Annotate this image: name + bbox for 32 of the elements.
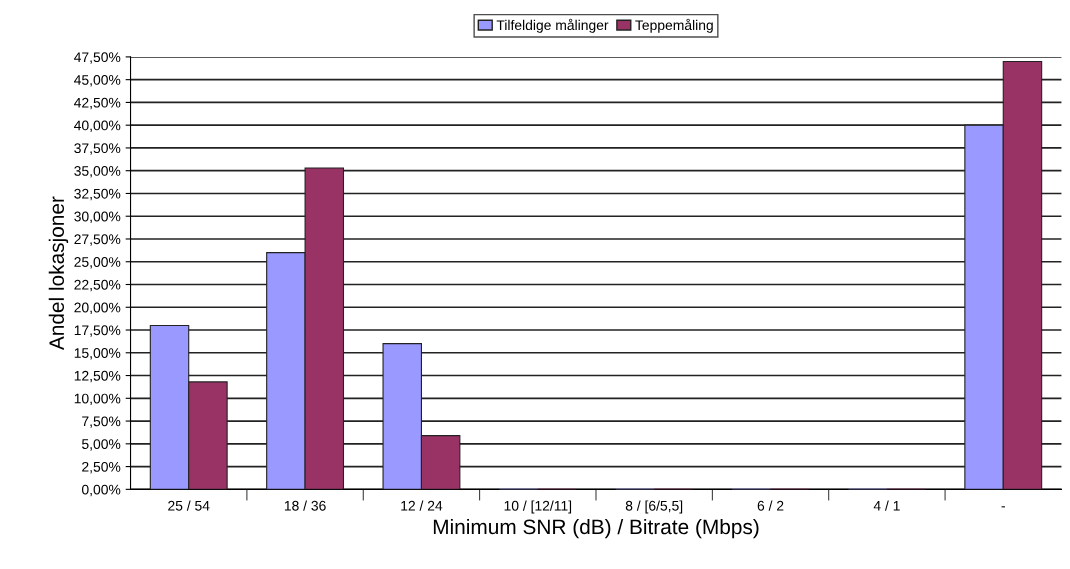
y-tick-label: 7,50%: [82, 416, 121, 428]
y-axis-title: Andel lokasjoner: [48, 196, 69, 351]
y-tick-label: 42,50%: [74, 97, 121, 110]
y-tick-label: 37,50%: [74, 143, 121, 155]
x-tick-label: 18 / 36: [284, 500, 326, 511]
x-tick-label: 6 / 2: [757, 500, 784, 511]
y-tick-label: 5,00%: [81, 439, 121, 451]
y-tick-label: 0,00%: [81, 484, 121, 497]
y-tick-label: 32,50%: [74, 188, 121, 201]
y-tick-label: 10,00%: [74, 393, 121, 406]
y-tick-label: 12,50%: [74, 370, 121, 383]
y-tick-label: 25,00%: [74, 257, 121, 269]
y-tick-label: 27,50%: [74, 234, 121, 246]
y-tick-label: 40,00%: [74, 120, 121, 132]
x-tick-label: 8 / [6/5,5]: [625, 500, 683, 514]
y-tick-label: 45,00%: [74, 74, 121, 87]
y-tick-label: 15,00%: [74, 348, 121, 360]
x-axis-title: Minimum SNR (dB) / Bitrate (Mbps): [433, 518, 759, 539]
x-tick-label: 12 / 24: [401, 500, 443, 511]
x-tick-label: 4 / 1: [873, 500, 900, 511]
y-tick-label: 17,50%: [74, 325, 121, 337]
legend-label: Tilfeldige målinger: [496, 18, 609, 33]
y-tick-label: 22,50%: [74, 279, 121, 292]
legend-label: Teppemåling: [635, 18, 713, 33]
y-tick-label: 35,00%: [74, 166, 121, 178]
y-tick-label: 47,50%: [74, 52, 121, 64]
x-tick-label: 10 / [12/11]: [504, 500, 572, 514]
y-tick-label: 30,00%: [74, 211, 121, 224]
x-tick-label: 25 / 54: [168, 500, 210, 511]
y-tick-label: 20,00%: [74, 302, 121, 315]
y-tick-label: 2,50%: [82, 461, 121, 474]
x-tick-label: -: [1001, 506, 1005, 508]
